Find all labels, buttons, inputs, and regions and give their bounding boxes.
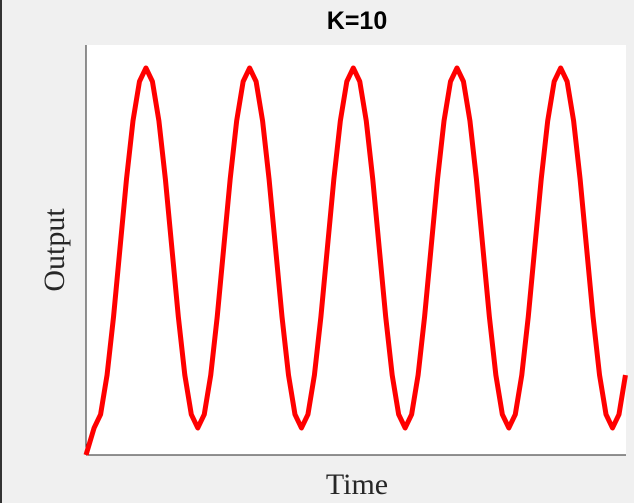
window-edge [0, 0, 2, 503]
y-axis-label: Output [38, 208, 71, 292]
chart-title: K=10 [327, 7, 387, 35]
x-axis-label: Time [326, 468, 388, 501]
plot-area [86, 45, 626, 455]
data-line [83, 65, 628, 456]
